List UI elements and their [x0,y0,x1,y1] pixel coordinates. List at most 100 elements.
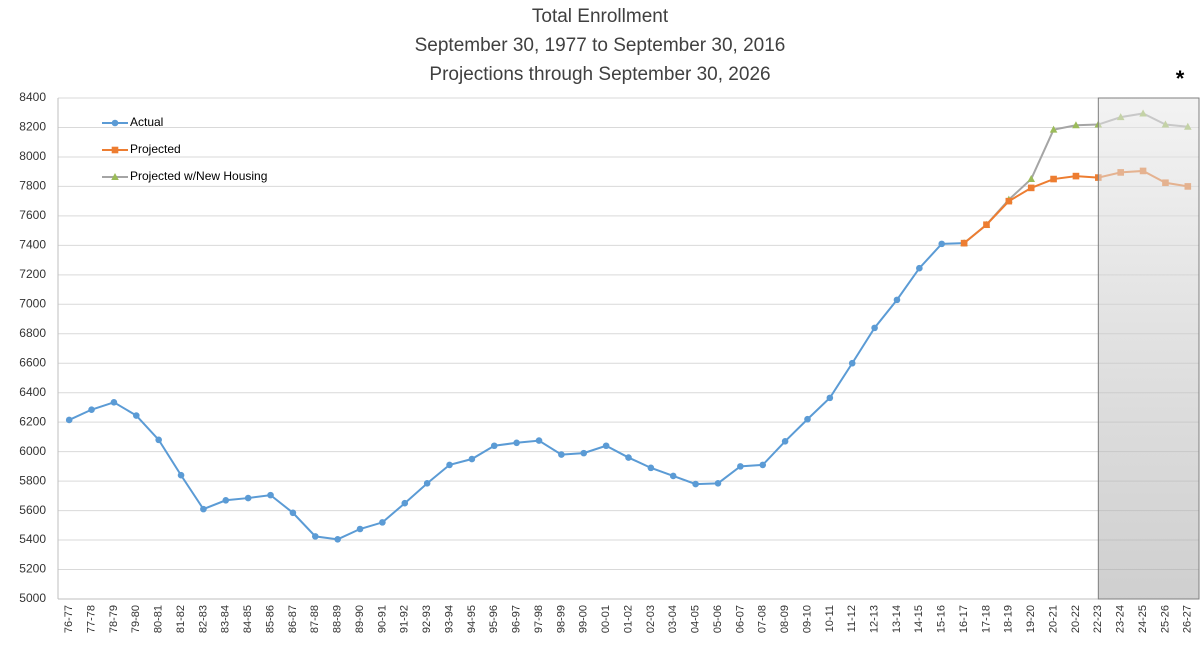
x-tick-label: 05-06 [712,605,724,633]
point [938,240,946,248]
point [200,505,207,513]
chart-title: Total Enrollment [532,6,669,27]
x-tick-label: 06-07 [734,605,746,633]
point [669,472,677,480]
x-tick-label: 08-09 [779,605,791,633]
point [222,496,230,504]
x-tick-label: 76-77 [63,605,75,633]
point [490,442,498,450]
y-tick-label: 6800 [19,326,46,340]
y-tick-label: 5600 [19,503,46,517]
point [781,438,789,445]
legend-label: Projected [130,142,181,156]
point [65,416,73,424]
point [759,461,767,469]
shaded-region [1097,97,1200,600]
x-tick-label: 91-92 [399,605,411,633]
point [111,173,119,180]
point [804,415,811,423]
point [625,454,632,461]
annotation: * [1176,66,1185,91]
x-tick-label: 22-23 [1092,605,1104,633]
y-tick-label: 5000 [19,591,46,605]
x-tick-label: 85-86 [264,605,276,633]
point [647,464,655,472]
x-tick-label: 93-94 [443,605,455,633]
point [111,119,119,127]
point [244,494,252,502]
y-tick-label: 6400 [19,385,46,399]
point [111,146,119,154]
y-tick-label: 5200 [19,562,46,576]
x-tick-label: 00-01 [600,605,612,633]
y-tick-label: 8000 [19,149,46,163]
x-tick-label: 10-11 [824,605,836,632]
point [88,406,95,413]
x-tick-label: 79-80 [130,605,142,633]
x-tick-label: 86-87 [287,605,299,633]
point [535,437,543,444]
x-tick-label: 13-14 [891,605,903,633]
x-tick-label: 20-22 [1070,605,1082,633]
chart-subtitle: September 30, 1977 to September 30, 2016 [415,35,786,56]
x-tick-label: 90-91 [376,605,388,633]
x-tick-label: 16-17 [958,605,970,633]
x-tick-label: 01-02 [622,605,634,633]
x-tick-label: 24-25 [1137,605,1149,633]
point [311,533,319,540]
point [1072,172,1080,180]
point [468,455,476,463]
x-tick-label: 98-99 [555,605,567,633]
legend-label: Projected w/New Housing [130,169,267,183]
point [893,296,901,304]
x-tick-label: 96-97 [511,605,523,633]
x-tick-label: 23-24 [1115,605,1127,633]
point [580,449,588,457]
point [1027,184,1035,192]
x-tick-label: 19-20 [1025,605,1037,633]
y-tick-label: 7800 [19,179,46,193]
point [916,264,923,272]
x-tick-label: 83-84 [220,605,232,633]
x-tick-label: 26-27 [1182,605,1194,633]
x-tick-label: 97-98 [533,605,545,633]
y-tick-label: 6200 [19,414,46,428]
point [1072,121,1080,129]
x-tick-label: 18-19 [1003,605,1015,633]
y-tick-label: 6000 [19,444,46,458]
y-tick-label: 7200 [19,267,46,281]
x-tick-label: 81-82 [175,605,187,633]
x-tick-label: 25-26 [1159,605,1171,633]
x-tick-label: 15-16 [936,605,948,633]
point [1049,125,1058,133]
x-tick-label: 84-85 [242,605,254,633]
y-tick-label: 7600 [19,208,46,222]
y-tick-label: 5400 [19,532,46,546]
x-tick-label: 95-96 [488,605,500,633]
point [1005,197,1013,205]
point [379,519,386,526]
point [401,499,409,507]
point [267,491,274,499]
x-tick-label: 03-04 [667,605,679,633]
point [848,359,856,367]
point [110,398,118,406]
point [133,412,140,419]
x-tick-label: 77-78 [85,605,97,633]
point [1050,175,1057,183]
x-tick-label: 12-13 [869,605,881,633]
x-tick-label: 17-18 [980,605,992,633]
point [1027,175,1036,183]
point [558,451,565,458]
y-tick-label: 5800 [19,473,46,487]
x-tick-label: 14-15 [913,605,925,633]
y-tick-label: 6600 [19,355,46,369]
point [983,221,990,229]
y-tick-label: 8400 [19,90,46,104]
point [826,394,834,402]
series-line [68,242,965,541]
point [871,324,878,332]
x-tick-label: 09-10 [801,605,813,633]
chart-subtitle: Projections through September 30, 2026 [429,64,770,85]
